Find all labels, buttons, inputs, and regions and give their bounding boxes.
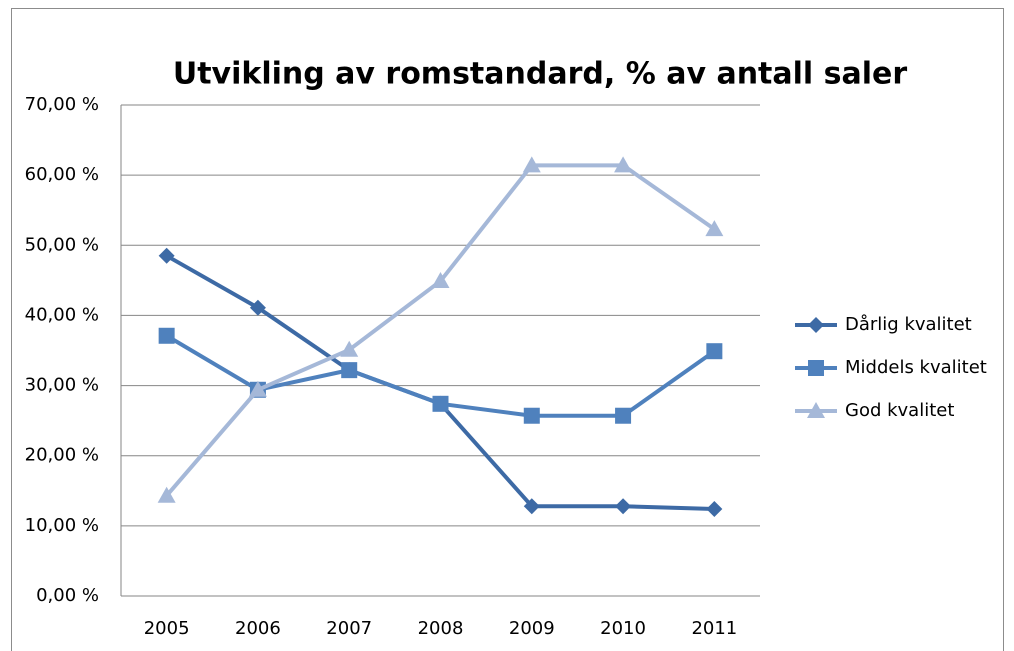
marker (807, 402, 825, 418)
marker (615, 407, 632, 424)
marker (431, 272, 450, 289)
y-tick-label: 0,00 % (36, 585, 99, 606)
marker (158, 247, 175, 264)
y-tick-label: 20,00 % (25, 445, 99, 466)
x-tick-label: 2005 (144, 618, 190, 639)
marker (615, 498, 632, 515)
marker (706, 343, 723, 360)
y-tick-label: 10,00 % (25, 515, 99, 536)
x-tick-label: 2011 (691, 618, 737, 639)
x-tick-label: 2008 (418, 618, 464, 639)
marker (158, 327, 175, 344)
marker (705, 220, 724, 237)
marker (522, 156, 541, 173)
marker (157, 486, 176, 503)
chart-frame (11, 8, 1004, 651)
x-tick-label: 2007 (326, 618, 372, 639)
marker (432, 395, 449, 412)
x-tick-label: 2009 (509, 618, 555, 639)
marker (614, 156, 633, 173)
marker (341, 362, 358, 379)
marker (249, 299, 266, 316)
marker (706, 501, 723, 518)
legend-label: Middels kvalitet (845, 357, 987, 378)
x-tick-label: 2010 (600, 618, 646, 639)
legend-label: God kvalitet (845, 400, 954, 421)
y-tick-label: 60,00 % (25, 164, 99, 185)
x-tick-label: 2006 (235, 618, 281, 639)
marker (808, 317, 824, 333)
y-tick-label: 30,00 % (25, 375, 99, 396)
marker (808, 360, 824, 376)
marker (523, 498, 540, 515)
y-tick-label: 40,00 % (25, 304, 99, 325)
legend-label: Dårlig kvalitet (845, 314, 972, 335)
marker (523, 407, 540, 424)
y-tick-label: 70,00 % (25, 94, 99, 115)
y-tick-label: 50,00 % (25, 234, 99, 255)
chart-title: Utvikling av romstandard, % av antall sa… (173, 57, 908, 92)
marker (248, 380, 267, 397)
marker (340, 340, 359, 357)
